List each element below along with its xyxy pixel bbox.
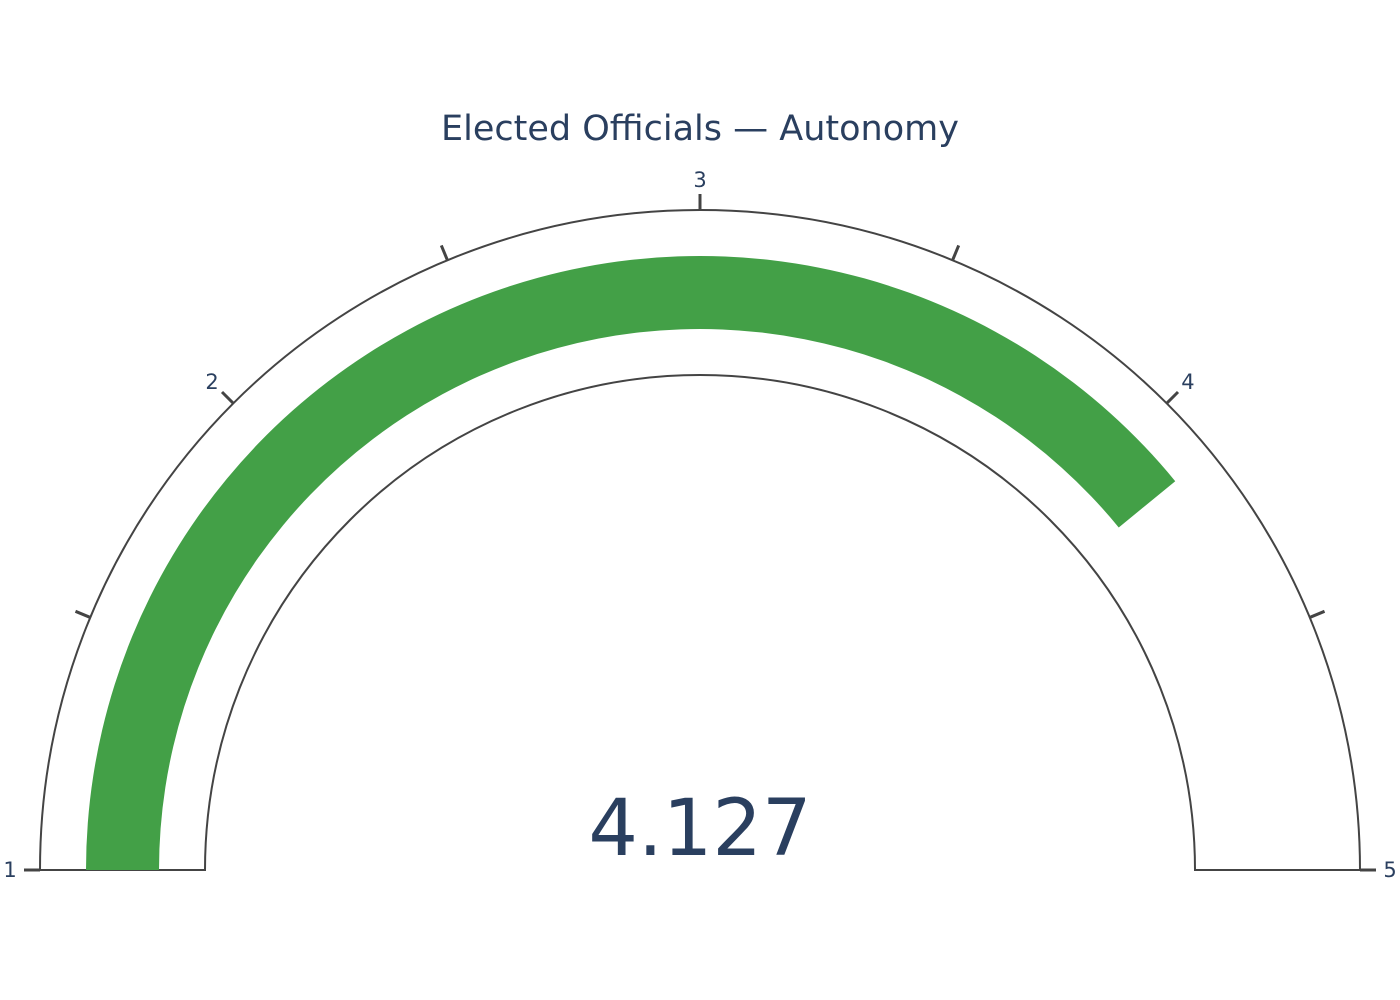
minor-tick-mark-2 [439,244,449,261]
tick-mark-4 [1165,390,1180,405]
tick-label-5: 5 [1383,858,1396,882]
minor-tick-mark-4 [1309,609,1326,619]
gauge-value-bar [86,256,1176,870]
gauge-axis: 1 2 3 4 5 [3,168,1396,882]
gauge-value-number: 4.127 [588,784,811,874]
tick-label-1: 1 [3,858,16,882]
tick-label-4: 4 [1181,370,1194,394]
tick-label-3: 3 [693,168,706,192]
tick-mark-2 [220,390,235,405]
minor-tick-mark-3 [951,244,961,261]
minor-tick-mark-1 [74,609,91,619]
chart-title: Elected Officials — Autonomy [441,109,959,149]
tick-label-2: 2 [205,370,218,394]
